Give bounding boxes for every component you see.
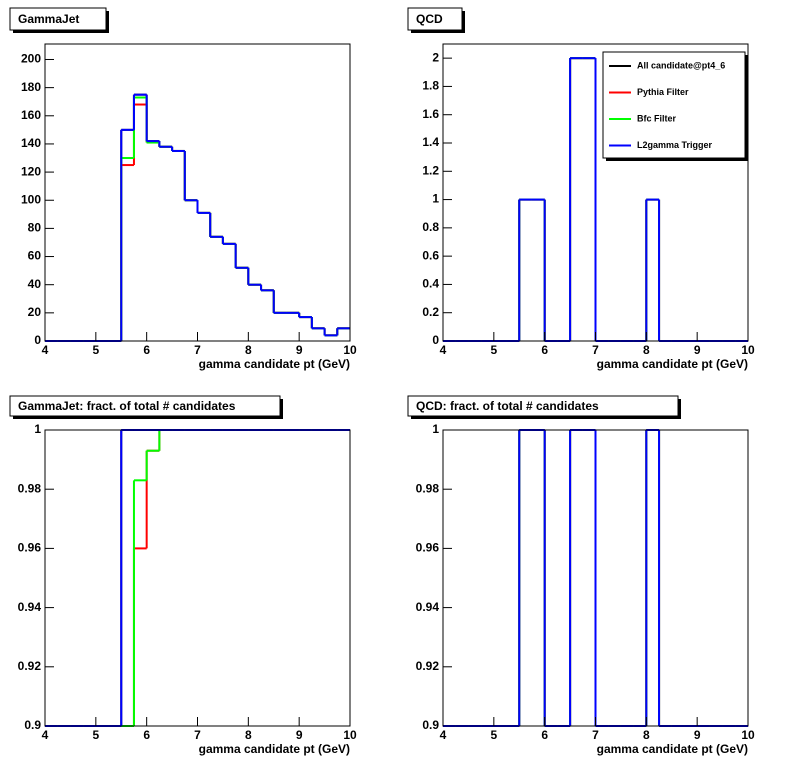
legend-label: L2gamma Trigger <box>637 140 713 150</box>
y-tick-label: 0.8 <box>422 220 439 234</box>
legend-label: All candidate@pt4_6 <box>637 60 725 70</box>
y-tick-label: 1 <box>34 422 41 436</box>
chart-title: GammaJet <box>18 12 79 26</box>
y-tick-label: 1.8 <box>422 79 439 93</box>
x-tick-label: 8 <box>245 343 252 357</box>
x-tick-label: 4 <box>42 343 49 357</box>
y-tick-label: 0.4 <box>422 277 439 291</box>
title-box <box>407 7 463 31</box>
y-tick-label: 1.6 <box>422 107 439 121</box>
y-tick-label: 40 <box>28 277 42 291</box>
x-axis-label: gamma candidate pt (GeV) <box>199 742 350 756</box>
x-tick-label: 10 <box>343 728 357 742</box>
y-tick-label: 1 <box>432 192 439 206</box>
x-tick-label: 7 <box>592 728 599 742</box>
y-tick-label: 80 <box>28 221 42 235</box>
y-tick-label: 60 <box>28 249 42 263</box>
x-tick-label: 9 <box>694 343 701 357</box>
x-tick-label: 4 <box>440 728 447 742</box>
y-tick-label: 0.92 <box>416 659 440 673</box>
y-tick-label: 0.96 <box>416 541 440 555</box>
y-tick-label: 0 <box>34 333 41 347</box>
y-tick-label: 0.96 <box>18 541 42 555</box>
x-tick-label: 4 <box>440 343 447 357</box>
y-tick-label: 1 <box>432 422 439 436</box>
x-tick-label: 9 <box>296 728 303 742</box>
x-tick-label: 7 <box>194 343 201 357</box>
x-tick-label: 6 <box>541 343 548 357</box>
x-tick-label: 8 <box>643 728 650 742</box>
legend <box>602 51 746 159</box>
y-tick-label: 0.6 <box>422 248 439 262</box>
frame <box>44 43 351 342</box>
y-tick-label: 1.2 <box>422 163 439 177</box>
y-tick-label: 0 <box>432 333 439 347</box>
y-tick-label: 0.9 <box>422 718 439 732</box>
chart-title: QCD <box>416 12 443 26</box>
x-tick-label: 7 <box>592 343 599 357</box>
y-tick-label: 120 <box>21 164 41 178</box>
x-tick-label: 9 <box>296 343 303 357</box>
legend-label: Bfc Filter <box>637 113 677 123</box>
x-tick-label: 7 <box>194 728 201 742</box>
x-tick-label: 10 <box>741 343 755 357</box>
chart-title: QCD: fract. of total # candidates <box>416 399 599 413</box>
y-tick-label: 0.98 <box>416 481 440 495</box>
x-tick-label: 8 <box>245 728 252 742</box>
x-tick-label: 5 <box>92 343 99 357</box>
y-tick-label: 0.94 <box>416 600 440 614</box>
y-tick-label: 200 <box>21 52 41 66</box>
chart-title: GammaJet: fract. of total # candidates <box>18 399 236 413</box>
x-tick-label: 5 <box>490 343 497 357</box>
legend-label: Pythia Filter <box>637 87 689 97</box>
y-tick-label: 2 <box>432 50 439 64</box>
y-tick-label: 160 <box>21 108 41 122</box>
plot-area <box>443 429 748 727</box>
x-tick-label: 8 <box>643 343 650 357</box>
y-tick-label: 140 <box>21 136 41 150</box>
x-axis-label: gamma candidate pt (GeV) <box>199 357 350 371</box>
y-tick-label: 180 <box>21 80 41 94</box>
x-tick-label: 6 <box>541 728 548 742</box>
title-box <box>9 7 107 31</box>
title-box <box>407 395 679 417</box>
y-tick-label: 20 <box>28 305 42 319</box>
y-tick-label: 0.92 <box>18 659 42 673</box>
y-tick-label: 100 <box>21 192 41 206</box>
plot-area <box>45 429 350 727</box>
x-axis-label: gamma candidate pt (GeV) <box>597 357 748 371</box>
x-tick-label: 4 <box>42 728 49 742</box>
x-tick-label: 10 <box>741 728 755 742</box>
x-tick-label: 9 <box>694 728 701 742</box>
x-tick-label: 6 <box>143 728 150 742</box>
y-tick-label: 0.9 <box>24 718 41 732</box>
x-tick-label: 5 <box>92 728 99 742</box>
x-tick-label: 6 <box>143 343 150 357</box>
plot-area <box>45 93 350 342</box>
x-axis-label: gamma candidate pt (GeV) <box>597 742 748 756</box>
frame <box>44 429 351 727</box>
y-tick-label: 0.2 <box>422 305 439 319</box>
x-tick-label: 10 <box>343 343 357 357</box>
title-box <box>9 395 281 417</box>
y-tick-label: 0.98 <box>18 481 42 495</box>
y-tick-label: 0.94 <box>18 600 42 614</box>
x-tick-label: 5 <box>490 728 497 742</box>
y-tick-label: 1.4 <box>422 135 439 149</box>
